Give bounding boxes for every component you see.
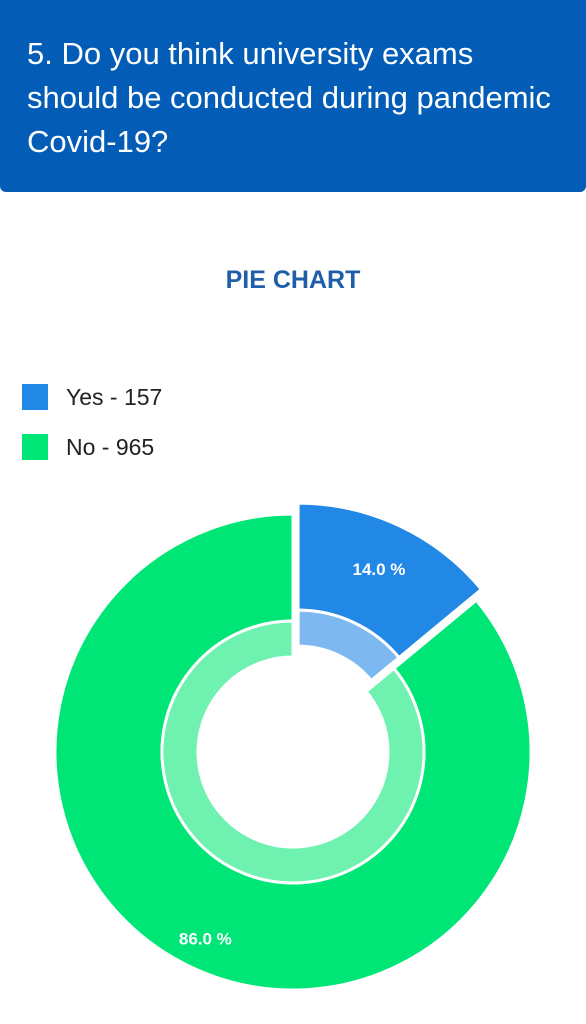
slice-percent-label-no: 86.0 % <box>179 929 232 948</box>
legend-item-yes[interactable]: Yes - 157 <box>22 372 162 422</box>
legend-label-yes: Yes - 157 <box>66 383 163 410</box>
donut-chart: 14.0 % 86.0 % <box>53 501 533 992</box>
chart-legend: Yes - 157 No - 965 <box>22 372 162 472</box>
chart-title: PIE CHART <box>225 266 361 294</box>
legend-item-no[interactable]: No - 965 <box>22 422 162 472</box>
legend-label-no: No - 965 <box>66 433 155 460</box>
slice-inner-yes <box>296 608 402 683</box>
slice-percent-label-yes: 14.0 % <box>352 560 405 579</box>
legend-swatch-yes <box>22 384 48 410</box>
question-header: 5. Do you think university exams should … <box>0 0 586 192</box>
legend-swatch-no <box>22 434 48 460</box>
pie-slice-no[interactable] <box>53 512 533 992</box>
pie-slice-yes[interactable] <box>296 501 483 683</box>
slice-inner-no <box>160 619 426 885</box>
question-text: 5. Do you think university exams should … <box>27 36 551 159</box>
